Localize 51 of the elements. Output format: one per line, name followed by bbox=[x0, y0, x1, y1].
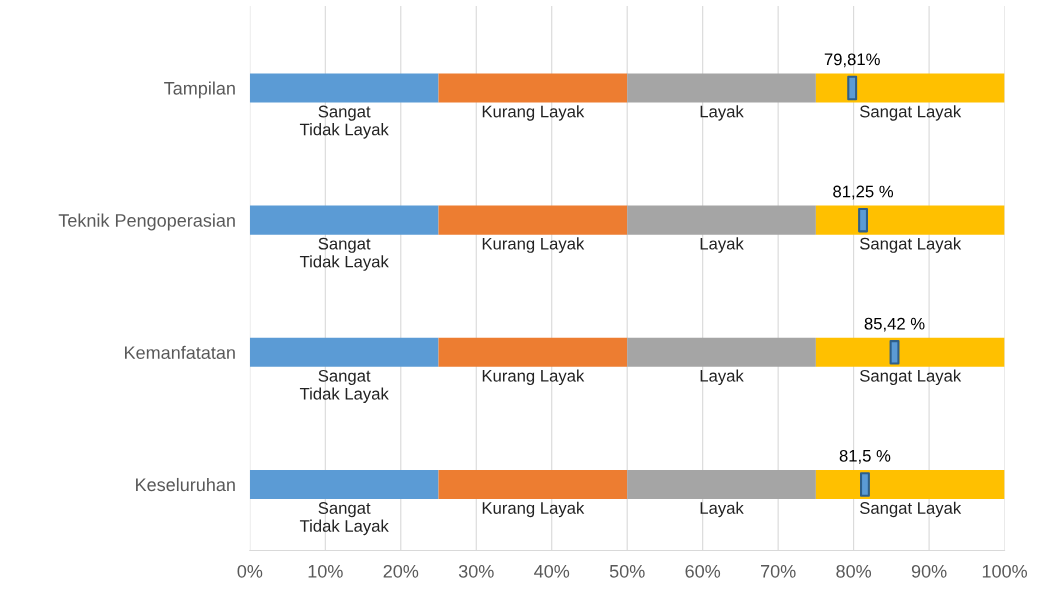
bar bbox=[627, 205, 816, 235]
series-label: Sangat Tidak Layak bbox=[299, 369, 389, 403]
bar bbox=[438, 337, 628, 367]
x-tick-label: 40% bbox=[534, 564, 570, 578]
text: Kurang Layak bbox=[482, 237, 585, 253]
bar bbox=[815, 337, 1005, 367]
text: Layak bbox=[700, 501, 744, 518]
data-label: 81,5 % bbox=[839, 449, 891, 464]
text: Layak bbox=[700, 105, 744, 121]
text: Layak bbox=[700, 237, 744, 253]
text: Sangat Layak bbox=[860, 105, 962, 121]
bar bbox=[438, 469, 628, 500]
text: Sangat Tidak Layak bbox=[299, 105, 389, 139]
bar bbox=[627, 469, 816, 500]
series-label: Sangat Layak bbox=[860, 369, 962, 386]
bar bbox=[627, 337, 816, 367]
x-tick-label: 10% bbox=[308, 564, 343, 578]
bar bbox=[815, 205, 1005, 235]
bar bbox=[627, 73, 816, 103]
bar bbox=[249, 337, 439, 367]
x-tick-label: 100% bbox=[982, 564, 1028, 578]
x-tick-label: 70% bbox=[761, 564, 796, 578]
text: Sangat Tidak Layak bbox=[299, 237, 389, 271]
bar bbox=[249, 73, 439, 103]
x-tick-label: 60% bbox=[685, 564, 721, 578]
text: Sangat Tidak Layak bbox=[299, 502, 389, 536]
bar bbox=[249, 469, 439, 500]
data-label: 79,81% bbox=[824, 53, 880, 68]
bar bbox=[438, 205, 628, 235]
x-tick-label: 0% bbox=[237, 564, 263, 578]
bar bbox=[438, 73, 628, 103]
x-tick-label: 90% bbox=[911, 564, 947, 578]
x-tick-label: 80% bbox=[836, 564, 872, 578]
series-label: Kurang Layak bbox=[482, 369, 585, 386]
x-tick-label: 30% bbox=[458, 564, 494, 578]
bar bbox=[815, 73, 1005, 103]
data-label: 85,42 % bbox=[864, 317, 925, 332]
y-tick-label: Kemanfatatan bbox=[125, 345, 235, 360]
bar bbox=[249, 205, 439, 235]
text: Sangat Layak bbox=[860, 501, 962, 518]
x-tick-label: 50% bbox=[609, 564, 645, 578]
data-label: 81,25 % bbox=[833, 185, 894, 200]
x-tick-label: 20% bbox=[383, 564, 419, 578]
text: Sangat Layak bbox=[860, 237, 962, 253]
text: Kurang Layak bbox=[482, 105, 585, 121]
bar bbox=[815, 469, 1005, 500]
y-tick-label: Tampilan bbox=[164, 81, 235, 99]
y-tick-label: Teknik Pengoperasian bbox=[58, 213, 235, 231]
text: Kurang Layak bbox=[482, 501, 585, 518]
series-label: Layak bbox=[700, 369, 744, 386]
y-tick-label: Keseluruhan bbox=[136, 477, 235, 492]
